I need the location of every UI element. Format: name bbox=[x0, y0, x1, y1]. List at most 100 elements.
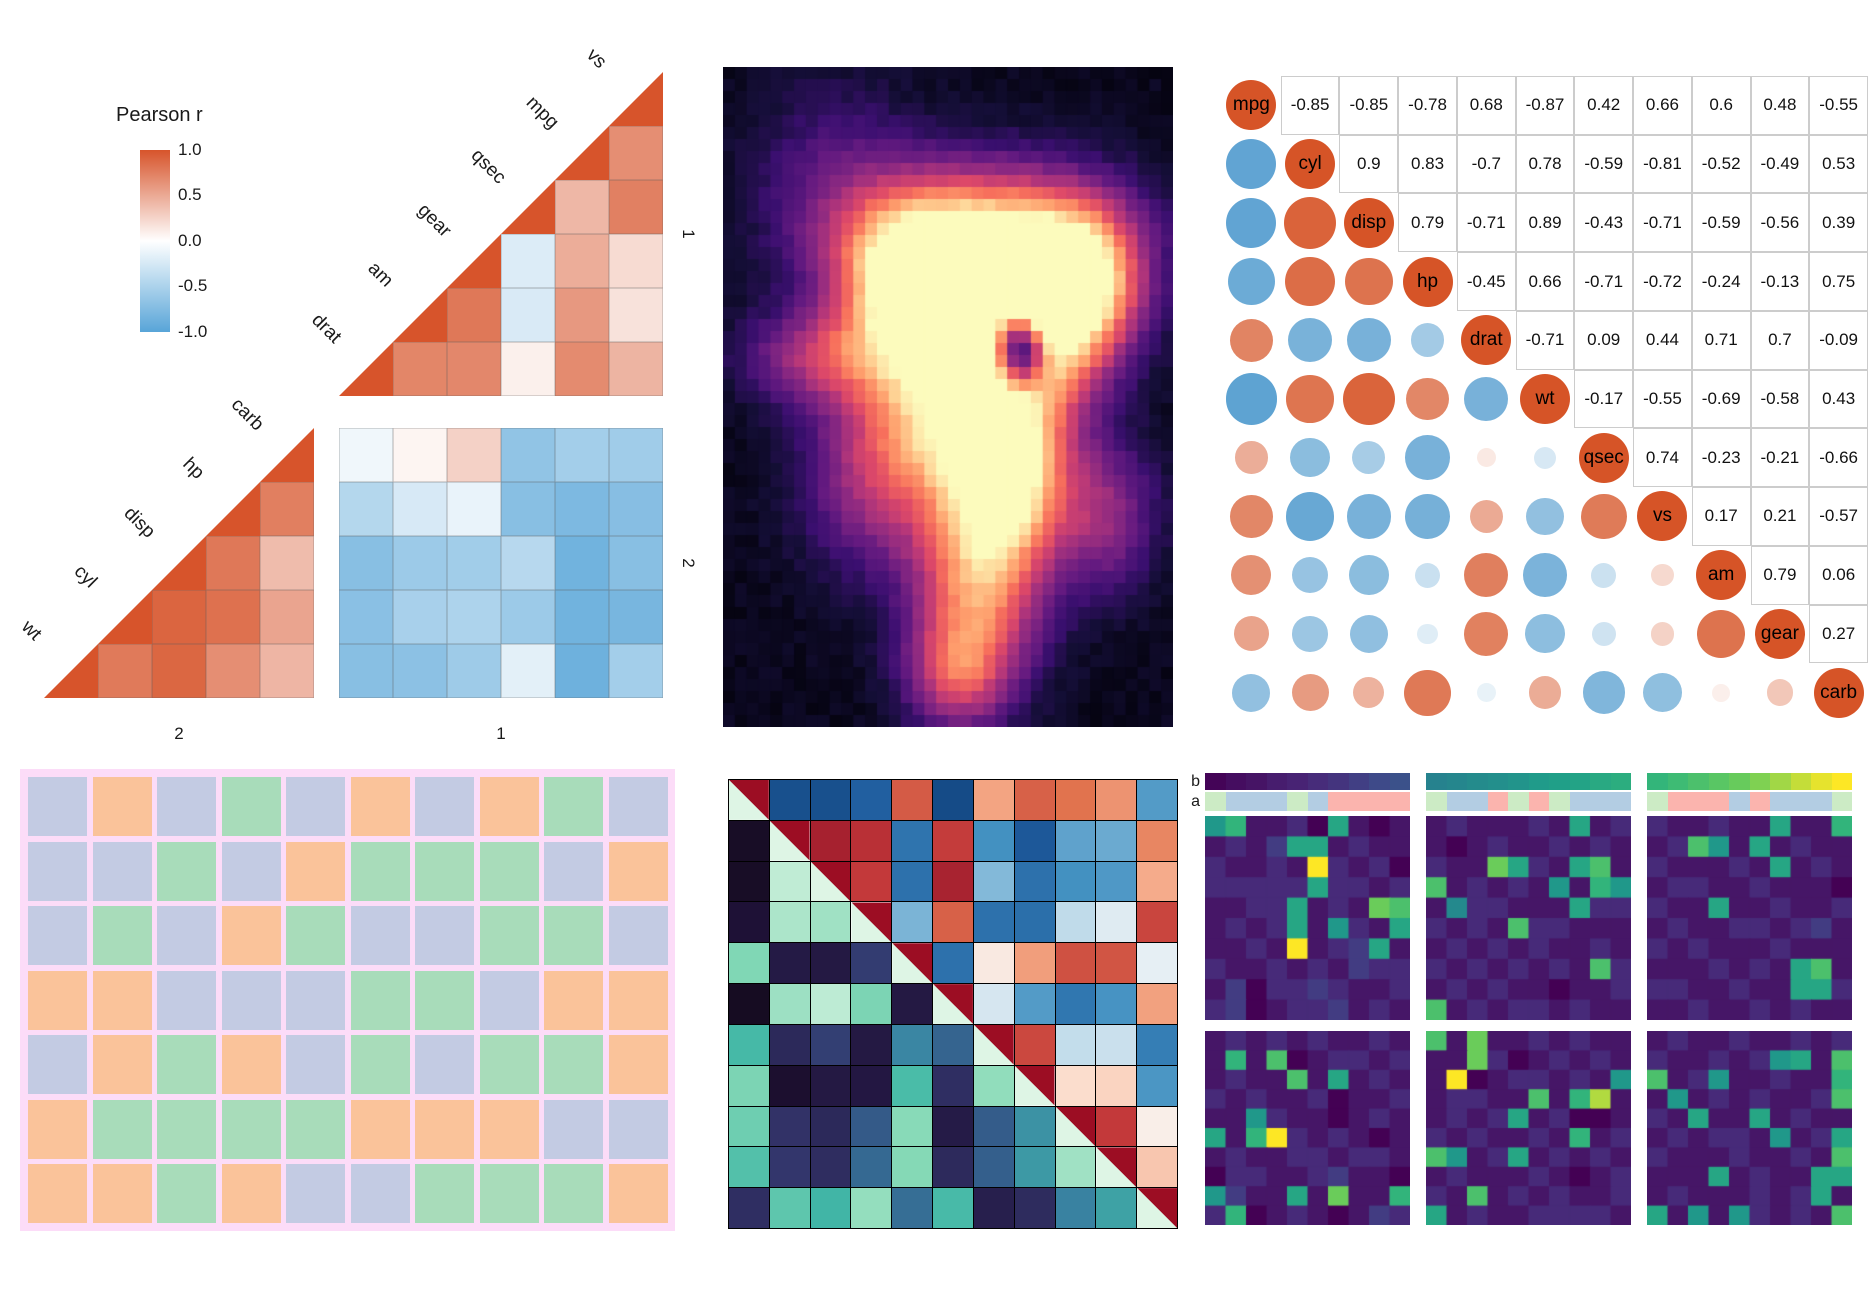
mosaic-cell bbox=[286, 777, 345, 836]
fig6-annotation-b-segment bbox=[1446, 773, 1467, 790]
mosaic-cell bbox=[479, 1099, 539, 1159]
split-matrix-diagonal-cell bbox=[892, 943, 933, 984]
corr-cell bbox=[393, 482, 447, 536]
correlogram-number-cell: -0.17 bbox=[1574, 369, 1634, 429]
correlogram-diagonal-circle bbox=[1696, 550, 1747, 601]
fig6-annotation-b-segment bbox=[1389, 773, 1410, 790]
correlogram-number-cell: 0.75 bbox=[1809, 252, 1868, 311]
mosaic-cell bbox=[350, 1035, 410, 1094]
mosaic-cell bbox=[479, 841, 539, 901]
corr-cell bbox=[447, 590, 501, 644]
fig6-annotation-a-segment bbox=[1487, 792, 1508, 811]
split-matrix-cell bbox=[729, 1188, 769, 1228]
correlogram-circle bbox=[1349, 614, 1388, 654]
fig6-annotation-b-segment bbox=[1811, 773, 1832, 790]
split-matrix-cell bbox=[1096, 1106, 1137, 1147]
correlogram-number-cell: 0.89 bbox=[1515, 193, 1575, 253]
corr-diagonal-triangle bbox=[260, 428, 314, 482]
split-matrix-cell bbox=[973, 1065, 1014, 1106]
correlogram-circle bbox=[1469, 499, 1503, 534]
correlogram-diagonal-label: vs bbox=[1652, 505, 1672, 527]
fig6-annotation-b-segment bbox=[1426, 773, 1447, 790]
correlogram-circle bbox=[1414, 562, 1441, 588]
correlogram-circle bbox=[1353, 676, 1385, 709]
mosaic-cell bbox=[544, 777, 603, 836]
corr-cell bbox=[152, 644, 206, 698]
fig6-annotation-a-segment bbox=[1307, 792, 1328, 811]
fig1-legend-tick: 1.0 bbox=[178, 140, 202, 159]
split-matrix-cell bbox=[933, 943, 973, 984]
fig6-annotation-b-segment bbox=[1328, 773, 1349, 790]
split-matrix-cell bbox=[1014, 861, 1055, 902]
correlogram-number-cell: 0.66 bbox=[1515, 252, 1575, 311]
corr-cell bbox=[609, 288, 663, 342]
corr-cell bbox=[393, 428, 447, 482]
correlogram-circle bbox=[1283, 196, 1337, 249]
correlogram-number-cell: 0.71 bbox=[1691, 310, 1751, 370]
fig6-annotation-b-segment bbox=[1549, 773, 1570, 790]
correlogram-number-cell: -0.21 bbox=[1750, 428, 1810, 488]
correlogram-number-cell: -0.24 bbox=[1691, 252, 1751, 311]
correlogram-diagonal-label: cyl bbox=[1298, 153, 1322, 175]
correlogram-number-cell: 0.42 bbox=[1574, 76, 1634, 135]
split-matrix-cell bbox=[729, 984, 769, 1024]
fig1-legend-tick: 0.0 bbox=[178, 231, 202, 250]
correlogram-diagonal-circle bbox=[1343, 197, 1394, 248]
correlogram-number-cell: 0.79 bbox=[1398, 193, 1457, 253]
correlogram-number-cell: -0.45 bbox=[1456, 252, 1516, 311]
corr-cell bbox=[555, 482, 609, 536]
fig6-annotation-a-segment bbox=[1811, 792, 1832, 811]
correlogram-number-cell: -0.57 bbox=[1809, 487, 1868, 546]
fig6-heatmap-tile-canvas bbox=[1205, 816, 1410, 1020]
mosaic-cell bbox=[92, 906, 152, 965]
correlogram-number-cell: -0.43 bbox=[1574, 193, 1634, 253]
mosaic-cell bbox=[221, 970, 281, 1030]
correlogram-diagonal-label: am bbox=[1707, 564, 1735, 586]
split-matrix-cell bbox=[1096, 984, 1137, 1024]
corr-cell bbox=[260, 644, 314, 698]
correlogram-circle bbox=[1342, 373, 1395, 425]
fig6-heatmap-tile-canvas bbox=[1426, 1031, 1631, 1225]
mosaic-cell bbox=[479, 970, 539, 1030]
split-matrix-cell bbox=[729, 1106, 769, 1147]
mosaic-cell bbox=[544, 1099, 603, 1159]
split-matrix-cell bbox=[892, 1065, 933, 1106]
correlogram-circle bbox=[1476, 448, 1496, 468]
split-matrix-cell bbox=[729, 1024, 769, 1065]
split-matrix-cell bbox=[973, 1147, 1014, 1188]
corr-cell bbox=[609, 644, 663, 698]
fig6-annotation-b-segment bbox=[1590, 773, 1611, 790]
split-matrix-cell bbox=[810, 1065, 851, 1106]
corr-diagonal-triangle bbox=[555, 126, 609, 180]
split-matrix-cell bbox=[1096, 1065, 1137, 1106]
split-matrix-diagonal-cell bbox=[1014, 1065, 1055, 1106]
corr-diagonal-triangle bbox=[339, 342, 393, 396]
fig6-annotation-b-segment bbox=[1729, 773, 1750, 790]
fig6-annotation-a-segment bbox=[1770, 792, 1791, 811]
fig6-annotation-a-segment bbox=[1287, 792, 1308, 811]
correlogram-circle bbox=[1349, 555, 1389, 595]
correlogram-number-cell: 0.39 bbox=[1809, 193, 1868, 253]
correlogram-circle bbox=[1410, 323, 1445, 358]
correlogram-number-cell: -0.55 bbox=[1809, 76, 1868, 135]
mosaic-cell bbox=[479, 777, 539, 836]
split-matrix-cell bbox=[892, 984, 933, 1024]
correlogram-circle bbox=[1344, 257, 1393, 306]
fig1-var-label: qsec bbox=[466, 145, 510, 189]
mosaic-cell bbox=[479, 906, 539, 965]
correlogram-circle bbox=[1292, 616, 1328, 652]
corr-cell bbox=[339, 482, 393, 536]
fig1-var-label: wt bbox=[17, 616, 46, 645]
correlogram-circle bbox=[1225, 373, 1277, 425]
fig6-annotation-a-segment bbox=[1348, 792, 1369, 811]
split-matrix-cell bbox=[1055, 861, 1096, 902]
fig6-annotation-b-segment bbox=[1708, 773, 1729, 790]
split-matrix-cell bbox=[851, 1147, 892, 1188]
fig6-annotation-a-segment bbox=[1729, 792, 1750, 811]
mosaic-cell bbox=[221, 1164, 281, 1223]
correlogram-circle bbox=[1404, 669, 1451, 716]
split-matrix-cell bbox=[1014, 943, 1055, 984]
split-matrix-cell bbox=[933, 820, 973, 861]
correlogram-number-cell: 0.79 bbox=[1750, 545, 1810, 605]
